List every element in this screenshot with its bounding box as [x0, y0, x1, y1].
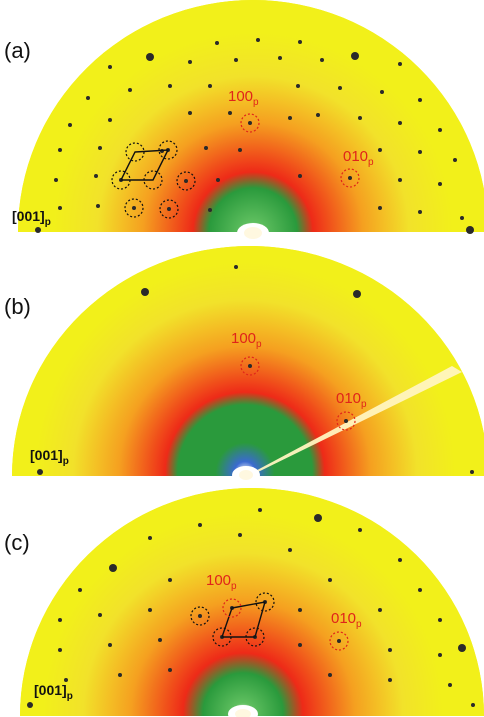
reference-circles-red — [222, 598, 349, 651]
reflection-label-100: 100p — [228, 88, 259, 108]
reflection-010-subscript: p — [356, 619, 362, 630]
zone-axis-text: [001] — [12, 208, 45, 224]
panel-b: (b) [001]p 100p 010p — [0, 240, 484, 480]
spots — [27, 508, 475, 708]
unit-cell-outline — [221, 601, 266, 638]
reflection-010-subscript: p — [368, 157, 374, 168]
reflection-label-010: 010p — [336, 390, 367, 410]
reflection-100-subscript: p — [256, 339, 262, 350]
reflection-100-subscript: p — [253, 97, 259, 108]
zone-axis-text: [001] — [34, 682, 67, 698]
reflection-010-text: 010 — [343, 148, 369, 165]
reflection-010-subscript: p — [361, 399, 367, 410]
spots — [37, 265, 474, 475]
panel-label: (c) — [4, 530, 30, 555]
diffraction-pattern-a — [18, 0, 484, 240]
reflection-100-text: 100 — [206, 572, 232, 589]
reflection-label-010: 010p — [331, 610, 362, 630]
reflection-label-100: 100p — [231, 330, 262, 350]
reflection-010-text: 010 — [331, 610, 357, 627]
reflection-label-100: 100p — [206, 572, 237, 592]
panel-label: (b) — [4, 294, 31, 319]
zone-axis-label: [001]p — [12, 208, 51, 228]
zone-axis-label: [001]p — [34, 682, 73, 702]
pattern-halo — [12, 246, 484, 476]
reflection-100-subscript: p — [231, 581, 237, 592]
diffraction-pattern-c — [20, 488, 484, 717]
pattern-halo — [18, 0, 484, 232]
spots — [35, 38, 474, 234]
reflection-label-010: 010p — [343, 148, 374, 168]
reference-circles-red — [240, 356, 356, 431]
zone-axis-subscript: p — [62, 455, 69, 467]
beam-stop-streak — [248, 366, 462, 475]
reference-circles-red — [240, 113, 360, 188]
zone-axis-label: [001]p — [30, 447, 69, 467]
transmitted-beam — [232, 466, 260, 480]
panel-a: (a) [001]p 100p 010p — [0, 0, 484, 240]
zone-axis-subscript: p — [66, 690, 73, 702]
transmitted-beam — [237, 223, 269, 240]
reflection-100-text: 100 — [228, 88, 254, 105]
panel-label: (a) — [4, 38, 31, 63]
panel-c: (c) [001]p 100p 010p — [0, 480, 484, 717]
pattern-halo — [20, 488, 484, 716]
unit-cell-outline — [119, 149, 170, 181]
diffraction-pattern-b — [12, 246, 484, 480]
reflection-010-text: 010 — [336, 390, 362, 407]
reflection-100-text: 100 — [231, 330, 257, 347]
zone-axis-text: [001] — [30, 447, 63, 463]
transmitted-beam — [228, 705, 258, 717]
zone-axis-subscript: p — [44, 216, 51, 228]
